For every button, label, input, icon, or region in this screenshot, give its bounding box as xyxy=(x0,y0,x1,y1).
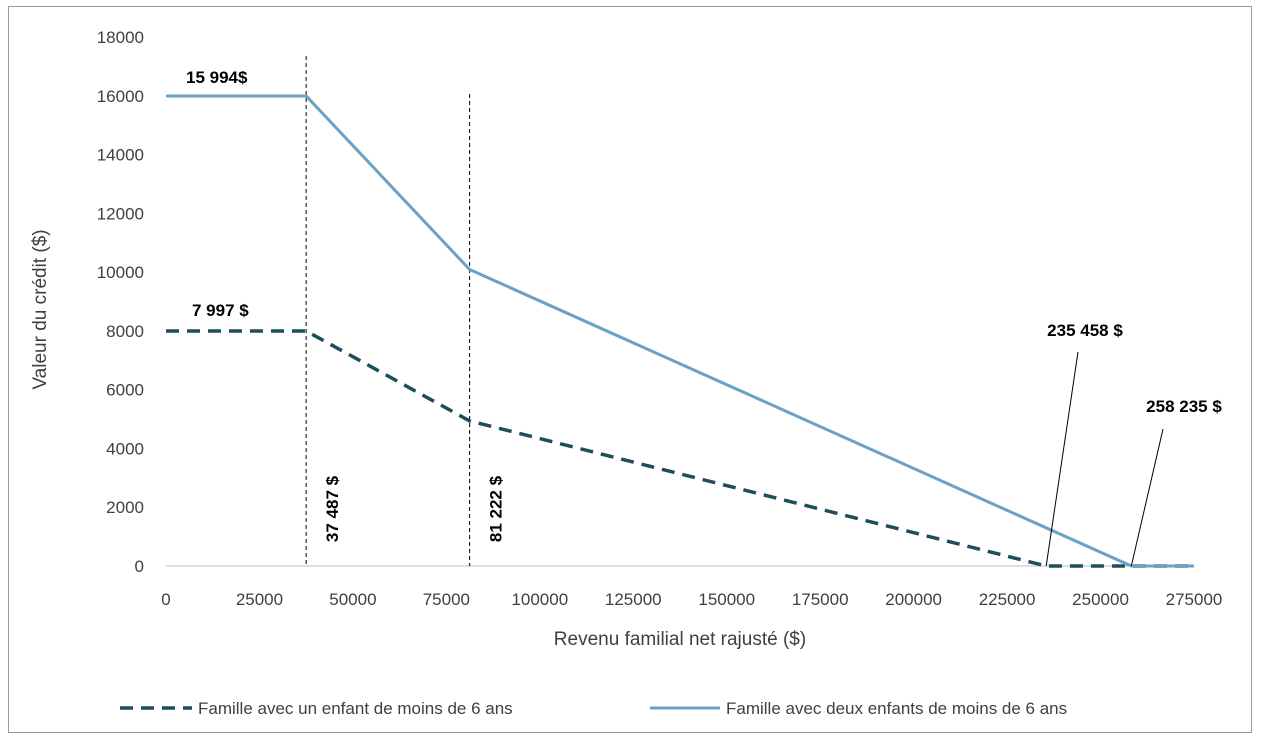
x-tick-label: 100000 xyxy=(511,590,568,609)
legend: Famille avec un enfant de moins de 6 ans… xyxy=(120,699,1067,718)
annotation-leader-line xyxy=(1045,351,1079,567)
annotations: 15 994$ 7 997 $ 235 458 $ 258 235 $ xyxy=(186,68,1222,567)
reference-lines: 37 487 $ 81 222 $ xyxy=(305,56,506,566)
legend-label: Famille avec deux enfants de moins de 6 … xyxy=(726,699,1067,718)
y-tick-label: 0 xyxy=(135,557,144,576)
x-axis-title: Revenu familial net rajusté ($) xyxy=(554,629,806,650)
series-group xyxy=(166,94,1194,568)
y-tick-label: 10000 xyxy=(97,263,144,282)
x-tick-label: 125000 xyxy=(605,590,662,609)
y-tick-label: 8000 xyxy=(106,322,144,341)
series-line-1 xyxy=(166,329,1194,568)
x-tick-label: 200000 xyxy=(885,590,942,609)
series-line-2 xyxy=(166,94,1194,568)
chart-frame xyxy=(8,6,1252,733)
y-axis-title: Valeur du crédit ($) xyxy=(30,229,51,389)
reference-line-label: 81 222 $ xyxy=(487,475,506,542)
annotation-label: 258 235 $ xyxy=(1146,397,1222,416)
y-tick-label: 4000 xyxy=(106,439,144,458)
y-tick-label: 14000 xyxy=(97,146,144,165)
x-tick-labels: 0 25000 50000 75000 100000 125000 150000 175000… xyxy=(161,590,1222,609)
x-tick-label: 0 xyxy=(161,590,170,609)
annotation-label: 235 458 $ xyxy=(1047,321,1123,340)
y-tick-label: 6000 xyxy=(106,381,144,400)
x-tick-label: 250000 xyxy=(1072,590,1129,609)
annotation-label: 7 997 $ xyxy=(192,301,249,320)
y-tick-label: 2000 xyxy=(106,498,144,517)
x-tick-label: 150000 xyxy=(698,590,755,609)
y-tick-label: 16000 xyxy=(97,87,144,106)
x-tick-label: 50000 xyxy=(329,590,376,609)
x-tick-label: 25000 xyxy=(236,590,283,609)
legend-label: Famille avec un enfant de moins de 6 ans xyxy=(198,699,513,718)
y-tick-label: 12000 xyxy=(97,204,144,223)
x-tick-label: 225000 xyxy=(979,590,1036,609)
x-tick-label: 275000 xyxy=(1166,590,1223,609)
reference-line-label: 37 487 $ xyxy=(323,475,342,542)
y-tick-label: 18000 xyxy=(97,28,144,47)
annotation-leader-line xyxy=(1130,428,1164,567)
x-tick-label: 175000 xyxy=(792,590,849,609)
y-tick-labels: 0 2000 4000 6000 8000 10000 12000 14000 16000 180… xyxy=(97,28,144,576)
annotation-label: 15 994$ xyxy=(186,68,248,87)
x-tick-label: 75000 xyxy=(423,590,470,609)
